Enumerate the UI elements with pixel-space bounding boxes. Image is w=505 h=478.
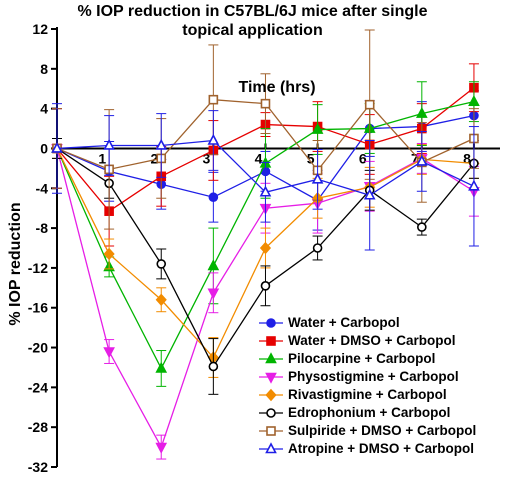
legend-label: Physostigmine + Carbopol — [288, 369, 459, 384]
legend-item: Sulpiride + DMSO + Carbopol — [258, 422, 503, 440]
x-tick-label: 7 — [411, 150, 419, 166]
data-point — [311, 172, 324, 184]
data-point — [468, 179, 480, 191]
data-point — [266, 408, 276, 418]
y-tick-label: -12 — [28, 260, 48, 276]
y-axis-label: % IOP reduction — [7, 202, 24, 325]
legend-label: Water + Carbopol — [288, 315, 400, 330]
data-point — [312, 243, 323, 253]
legend-symbol — [259, 442, 283, 454]
data-point — [260, 281, 271, 291]
data-point — [417, 222, 427, 232]
legend-item: Water + Carbopol — [258, 314, 503, 332]
y-tick-label: -16 — [28, 300, 48, 316]
data-point — [207, 288, 220, 300]
data-point — [265, 372, 277, 384]
data-point — [207, 133, 220, 145]
y-tick-label: 4 — [40, 101, 48, 117]
x-tick-label: 5 — [307, 150, 315, 166]
data-point — [103, 347, 115, 359]
x-tick-label: 8 — [463, 150, 471, 166]
legend-label: Sulpiride + DMSO + Carbopol — [288, 423, 477, 438]
y-tick-label: -32 — [28, 459, 48, 475]
x-tick-label: 2 — [150, 150, 158, 166]
data-point — [364, 99, 375, 110]
x-tick-label: 6 — [359, 150, 367, 166]
legend-label: Rivastigmine + Carbopol — [288, 387, 447, 402]
x-axis-label: Time (hrs) — [238, 79, 315, 96]
data-point — [265, 352, 277, 364]
data-point — [103, 138, 115, 150]
data-point — [259, 185, 272, 197]
data-point — [155, 138, 168, 150]
y-tick-label: -20 — [28, 340, 48, 356]
data-point — [265, 388, 277, 402]
legend-label: Atropine + DMSO + Carbopol — [288, 441, 475, 456]
legend-item: Physostigmine + Carbopol — [258, 368, 503, 386]
data-point — [468, 94, 480, 106]
series-group — [51, 29, 480, 460]
y-tick-label: 0 — [40, 140, 48, 156]
legend-symbol — [259, 372, 283, 384]
legend-symbol — [259, 336, 283, 346]
legend-item: Rivastigmine + Carbopol — [258, 386, 503, 404]
y-tick-label: -28 — [28, 419, 48, 435]
y-tick-label: -24 — [28, 379, 48, 395]
y-tick-label: 8 — [40, 61, 48, 77]
legend-label: Edrophonium + Carbopol — [288, 405, 451, 420]
data-point — [155, 361, 168, 373]
x-tick-label: 4 — [255, 150, 263, 166]
data-point — [259, 241, 272, 255]
y-tick-label: -8 — [36, 220, 49, 236]
x-tick-label: 3 — [203, 150, 211, 166]
data-point — [415, 106, 428, 118]
data-point — [265, 442, 277, 454]
data-point — [208, 94, 219, 105]
chart-title-line2: topical application — [182, 22, 323, 39]
data-point — [51, 141, 63, 153]
legend-symbol — [259, 408, 283, 418]
legend-symbol — [259, 318, 283, 328]
legend-label: Water + DMSO + Carbopol — [288, 333, 456, 348]
data-point — [207, 259, 220, 271]
legend-item: Water + DMSO + Carbopol — [258, 332, 503, 350]
y-tick-label: 12 — [32, 21, 48, 37]
data-point — [155, 442, 168, 454]
data-point — [208, 361, 219, 372]
data-point — [415, 154, 428, 166]
data-point — [155, 293, 167, 306]
legend-symbol — [259, 426, 283, 436]
y-tick-label: -4 — [36, 180, 49, 196]
chart-title-line1: % IOP reduction in C57BL/6J mice after s… — [77, 3, 428, 20]
data-point — [260, 98, 271, 109]
legend-item: Pilocarpine + Carbopol — [258, 350, 503, 368]
x-tick-label: 1 — [98, 150, 106, 166]
data-point — [266, 426, 276, 436]
legend-label: Pilocarpine + Carbopol — [288, 351, 436, 366]
data-point — [156, 259, 167, 269]
legend-symbol — [259, 388, 283, 402]
legend-symbol — [259, 352, 283, 364]
data-point — [266, 336, 276, 346]
data-point — [266, 318, 276, 328]
data-point — [311, 122, 324, 134]
data-point — [103, 247, 115, 261]
data-point — [363, 188, 376, 200]
legend-item: Atropine + DMSO + Carbopol — [258, 440, 503, 458]
legend: Water + Carbopol Water + DMSO + Carbopol P… — [258, 314, 503, 458]
legend-item: Edrophonium + Carbopol — [258, 404, 503, 422]
series-8 — [51, 103, 480, 251]
data-point — [208, 192, 219, 203]
